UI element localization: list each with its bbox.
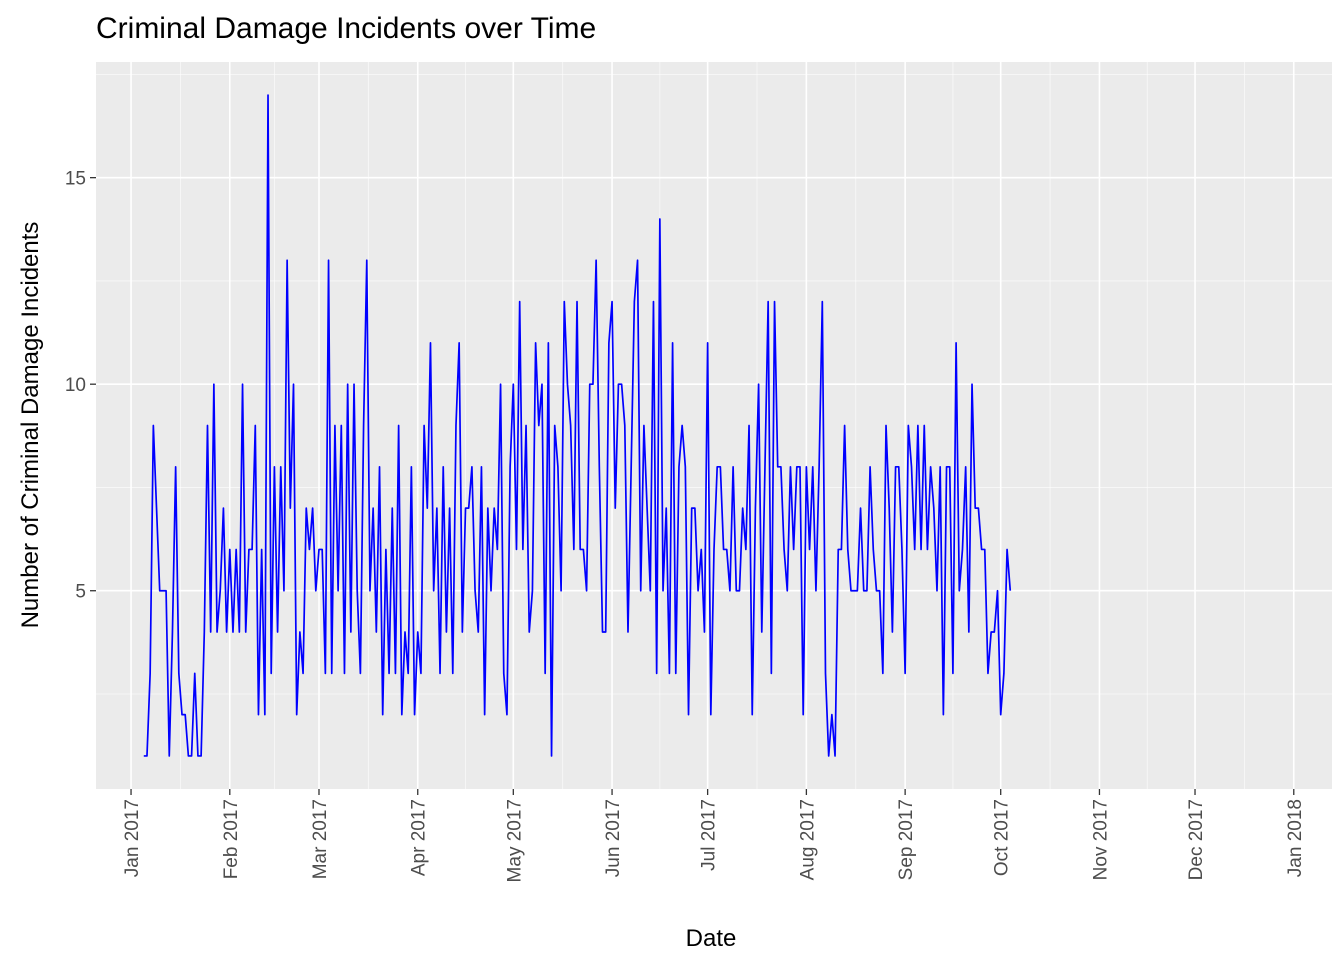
x-tick-label: Mar 2017 — [310, 799, 331, 879]
y-tick-label: 10 — [65, 375, 86, 396]
x-tick-label: Jun 2017 — [603, 799, 624, 877]
x-tick-label: Apr 2017 — [409, 799, 430, 876]
x-tick-label: Oct 2017 — [992, 799, 1013, 876]
x-axis-label: Date — [686, 925, 737, 952]
x-tick-label: Aug 2017 — [797, 799, 818, 880]
x-tick-label: Jan 2018 — [1285, 799, 1306, 877]
major-gridlines — [96, 62, 1332, 789]
x-tick-label: Jan 2017 — [122, 799, 143, 877]
plot-panel — [96, 62, 1332, 789]
series-line — [143, 94, 1012, 757]
x-tick-label: Dec 2017 — [1186, 799, 1207, 880]
x-tick-label: Sep 2017 — [896, 799, 917, 880]
y-axis-label: Number of Criminal Damage Incidents — [17, 222, 44, 629]
y-axis: 5 10 15 — [65, 169, 96, 603]
series-layer — [143, 94, 1012, 757]
x-tick-label: Jul 2017 — [699, 799, 720, 871]
chart-title: Criminal Damage Incidents over Time — [96, 12, 597, 45]
y-tick-label: 15 — [65, 169, 86, 190]
y-tick-label: 5 — [75, 582, 86, 603]
x-tick-label: May 2017 — [504, 799, 525, 882]
x-tick-label: Nov 2017 — [1090, 799, 1111, 880]
x-tick-label: Feb 2017 — [221, 799, 242, 879]
x-axis: Jan 2017 Feb 2017 Mar 2017 Apr 2017 May 2017… — [122, 789, 1306, 882]
